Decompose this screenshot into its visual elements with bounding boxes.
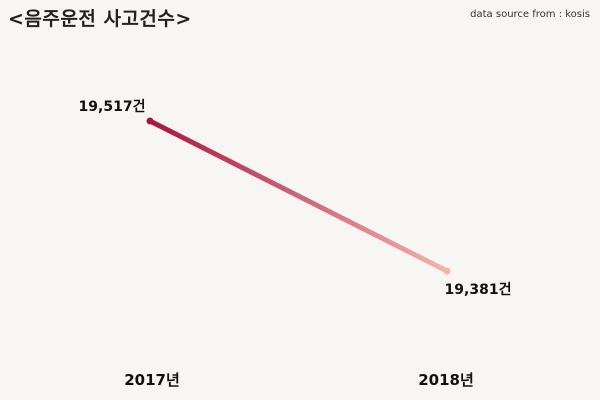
data-point-2018년	[443, 267, 451, 275]
data-label-1: 19,381건	[445, 281, 512, 298]
series-line	[147, 118, 450, 274]
data-source-note: data source from : kosis	[470, 9, 590, 20]
chart-title: <음주운전 사고건수>	[8, 8, 192, 30]
data-label-0: 19,517건	[79, 98, 146, 115]
x-tick-label-1: 2018년	[418, 371, 474, 389]
data-point-2017년	[146, 117, 154, 125]
x-tick-label-0: 2017년	[124, 371, 180, 389]
